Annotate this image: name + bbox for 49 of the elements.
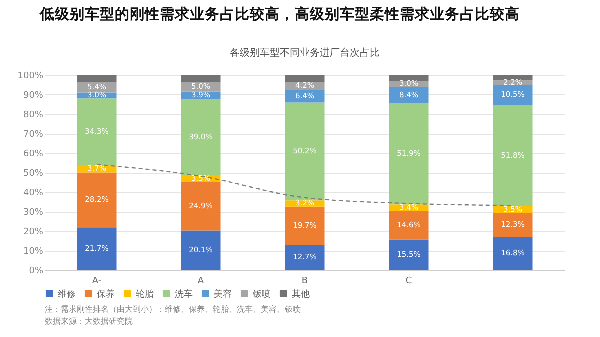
legend-label: 洗车	[175, 288, 193, 300]
legend-label: 钣喷	[252, 288, 271, 300]
bar	[285, 245, 325, 270]
legend-label: 保养	[97, 288, 115, 300]
legend-label: 其他	[292, 288, 310, 300]
y-tick-label: 0%	[29, 266, 44, 276]
legend-label: 美容	[214, 288, 232, 300]
y-tick-label: 80%	[23, 110, 44, 120]
bar	[389, 211, 429, 240]
bar	[285, 90, 325, 103]
bar	[181, 75, 221, 82]
bar	[493, 84, 533, 106]
text: 注：需求刚性排名（由大到小）：维修、保养、轮胎、洗车、美容、钣喷	[45, 305, 301, 314]
bar	[181, 99, 221, 176]
x-tick-label: A-	[92, 276, 102, 286]
y-tick-label: 70%	[23, 130, 44, 140]
bar	[493, 213, 533, 238]
bar	[285, 206, 325, 246]
bar	[389, 75, 429, 82]
x-tick-label: B	[302, 276, 308, 286]
y-tick-label: 50%	[23, 169, 44, 179]
legend-label: 维修	[58, 288, 76, 300]
y-tick-label: 100%	[18, 72, 44, 82]
bar	[77, 98, 117, 166]
bar	[285, 102, 325, 201]
bar	[285, 75, 325, 82]
legend-label: 轮胎	[136, 288, 154, 300]
bar	[493, 75, 533, 81]
bar	[389, 103, 429, 205]
y-tick-label: 90%	[23, 91, 44, 101]
bar	[77, 228, 117, 270]
y-tick-label: 20%	[23, 228, 44, 238]
bar	[181, 182, 221, 231]
y-tick-label: 40%	[23, 188, 44, 198]
bar	[389, 87, 429, 104]
x-tick-label: C	[406, 276, 412, 286]
y-tick-label: 10%	[23, 247, 44, 257]
bar	[77, 172, 117, 228]
chart-title: 低级别车型的刚性需求业务占比较高，高级别车型柔性需求业务占比较高	[39, 5, 520, 23]
bar	[181, 230, 221, 270]
y-tick-label: 60%	[23, 150, 44, 160]
y-tick-label: 30%	[23, 208, 44, 218]
bar	[493, 105, 533, 206]
source-note: 数据来源：大数据研究院	[45, 317, 133, 326]
bar	[389, 240, 429, 270]
x-tick-label: A	[198, 276, 205, 286]
bar	[493, 237, 533, 270]
chart-subtitle: 各级别车型不同业务进厂台次占比	[230, 47, 380, 59]
bar	[77, 75, 117, 82]
